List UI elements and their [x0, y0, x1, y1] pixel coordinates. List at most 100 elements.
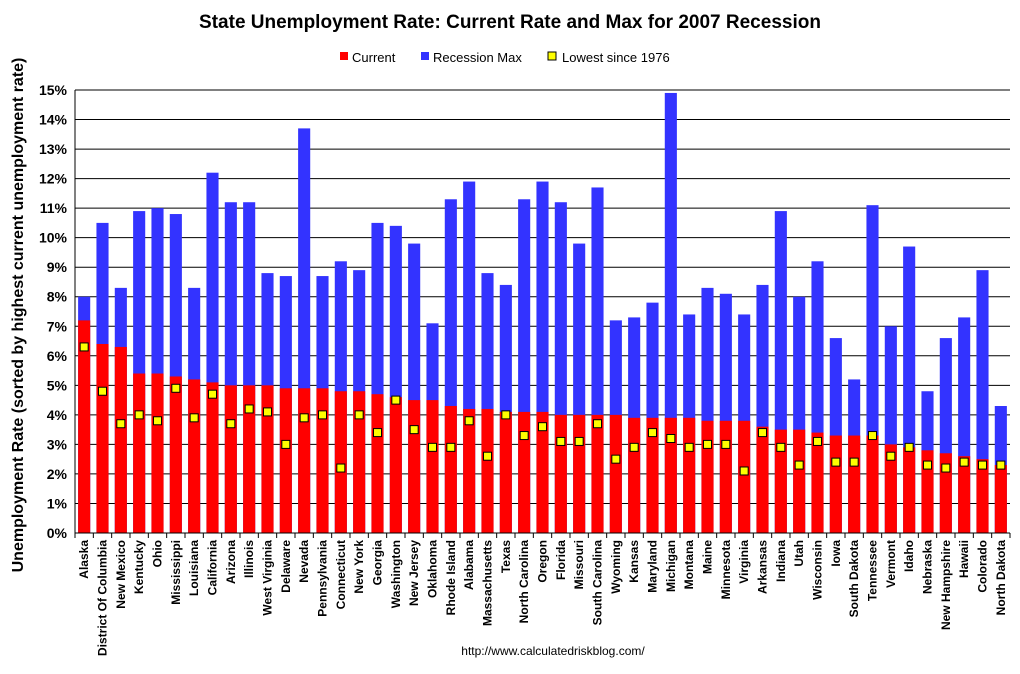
y-tick-label: 9%	[47, 259, 68, 275]
bar-current	[719, 420, 732, 533]
bar-current	[884, 444, 897, 533]
bar-current	[261, 385, 274, 533]
legend: Current Recession Max Lowest since 1976	[340, 50, 670, 65]
x-tick-label: Utah	[792, 540, 806, 567]
bar-current	[848, 435, 861, 533]
bar-current	[628, 417, 641, 533]
x-tick-label: North Carolina	[517, 540, 531, 624]
marker-lowest	[794, 460, 804, 470]
bar-current	[481, 408, 494, 533]
y-tick-label: 0%	[47, 525, 68, 541]
bar-current	[976, 459, 989, 533]
x-tick-label: South Dakota	[847, 540, 861, 618]
marker-lowest	[684, 442, 694, 452]
marker-lowest	[721, 439, 731, 449]
bar-current	[683, 417, 696, 533]
marker-lowest	[611, 454, 621, 464]
x-tick-label: New Jersey	[407, 540, 421, 606]
bar-current	[738, 420, 751, 533]
y-tick-label: 6%	[47, 348, 68, 364]
bar-current	[133, 373, 146, 533]
x-tick-label: Nebraska	[921, 540, 935, 594]
legend-label-recession-max: Recession Max	[433, 50, 522, 65]
y-tick-label: 3%	[47, 436, 68, 452]
bar-current	[78, 320, 91, 533]
marker-lowest	[739, 466, 749, 476]
marker-lowest	[263, 407, 272, 417]
marker-lowest	[556, 436, 566, 446]
bar-current	[371, 394, 384, 533]
marker-lowest	[886, 451, 896, 461]
x-tick-label: Rhode Island	[444, 540, 458, 615]
marker-lowest	[98, 386, 107, 396]
x-tick-label: Vermont	[884, 540, 898, 588]
x-tick-label: Pennsylvania	[316, 540, 330, 617]
bar-current	[793, 429, 806, 533]
x-tick-label: Florida	[554, 540, 568, 580]
x-tick-label: New Mexico	[114, 540, 128, 609]
x-tick-label: West Virginia	[261, 540, 275, 616]
bar-current	[664, 417, 677, 533]
bar-current	[353, 391, 366, 533]
marker-lowest	[959, 457, 969, 467]
marker-lowest	[244, 404, 254, 414]
marker-lowest	[79, 342, 89, 352]
x-tick-label: Indiana	[774, 540, 788, 582]
bar-current	[188, 379, 201, 533]
marker-lowest	[153, 416, 162, 426]
bar-current	[573, 414, 586, 533]
bar-current	[866, 435, 879, 533]
y-tick-label: 1%	[47, 495, 68, 511]
marker-lowest	[464, 416, 474, 426]
bar-current	[151, 373, 164, 533]
marker-lowest	[373, 428, 382, 438]
marker-lowest	[189, 413, 199, 423]
marker-lowest	[134, 410, 144, 420]
x-tick-label: Kentucky	[132, 540, 146, 594]
bar-current	[426, 400, 439, 533]
marker-lowest	[629, 442, 639, 452]
bar-current	[811, 432, 824, 533]
marker-lowest	[391, 395, 401, 405]
x-tick-label: Georgia	[371, 540, 385, 586]
bar-current	[701, 420, 714, 533]
marker-lowest	[813, 436, 822, 446]
y-tick-label: 13%	[39, 141, 68, 157]
x-tick-label: Arkansas	[756, 540, 770, 594]
marker-lowest	[483, 451, 492, 461]
x-tick-label: Michigan	[664, 540, 678, 592]
legend-swatch-lowest	[547, 51, 557, 61]
x-tick-label: Delaware	[279, 540, 293, 593]
marker-lowest	[648, 428, 657, 438]
bar-current	[903, 447, 916, 533]
y-tick-labels: 0% 1% 2% 3% 4% 5% 6% 7% 8% 9% 10% 11% 12% 13% 14% 15%	[39, 82, 68, 541]
bar-current	[829, 435, 842, 533]
marker-lowest	[941, 463, 951, 473]
marker-lowest	[299, 413, 309, 423]
x-tick-label: Louisiana	[187, 540, 201, 596]
marker-lowest	[116, 419, 126, 429]
marker-lowest	[519, 431, 529, 441]
lowest-markers	[79, 342, 1006, 476]
marker-lowest	[226, 419, 236, 429]
bar-current	[334, 391, 347, 533]
bar-current	[298, 388, 311, 533]
y-tick-label: 10%	[39, 230, 68, 246]
bar-current	[499, 411, 512, 533]
x-tick-label: Alabama	[462, 540, 476, 590]
y-tick-label: 15%	[39, 82, 68, 98]
x-tick-label: South Carolina	[591, 540, 605, 626]
x-tick-label: Wisconsin	[811, 540, 825, 600]
bar-current	[554, 414, 567, 533]
x-tick-label: New York	[352, 540, 366, 594]
marker-lowest	[446, 442, 456, 452]
bar-current	[939, 453, 952, 533]
x-tick-label: Wyoming	[609, 540, 623, 594]
bar-current	[756, 426, 769, 533]
y-tick-label: 7%	[47, 318, 68, 334]
bar-current	[591, 414, 604, 533]
x-tick-label: Arizona	[224, 540, 238, 584]
y-tick-label: 12%	[39, 171, 68, 187]
marker-lowest	[208, 389, 217, 399]
y-tick-label: 5%	[47, 377, 68, 393]
